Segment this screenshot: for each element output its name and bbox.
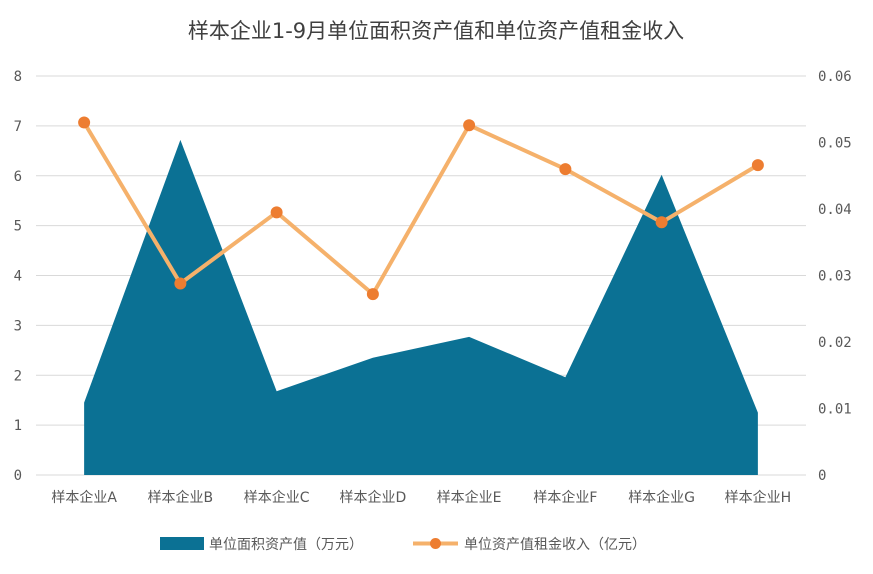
category-label: 样本企业C (244, 489, 310, 506)
category-label: 样本企业G (628, 489, 695, 506)
right-y-axis: 0 0.01 0.02 0.03 0.04 0.05 0.06 (818, 69, 852, 484)
line-point (655, 216, 668, 229)
left-tick-label: 6 (14, 169, 22, 185)
left-tick-label: 0 (14, 468, 22, 484)
right-tick-label: 0.01 (818, 402, 852, 418)
x-axis: 样本企业A 样本企业B 样本企业C 样本企业D 样本企业E 样本企业F 样本企业G 样本企业H (51, 489, 791, 506)
right-tick-label: 0.03 (818, 269, 852, 285)
left-tick-label: 5 (14, 219, 22, 235)
line-series-layer (78, 116, 764, 301)
legend-label-area: 单位面积资产值（万元） (209, 537, 363, 553)
left-tick-label: 3 (14, 318, 22, 334)
area-series (84, 139, 758, 475)
right-tick-label: 0.02 (818, 335, 852, 351)
area-series-layer (84, 139, 758, 475)
line-point (751, 159, 764, 172)
line-point (174, 277, 187, 290)
category-label: 样本企业A (51, 489, 117, 506)
legend-swatch-area (160, 537, 204, 550)
left-tick-label: 4 (14, 269, 22, 285)
right-tick-label: 0.06 (818, 69, 852, 85)
right-tick-label: 0.05 (818, 136, 852, 152)
chart-title: 样本企业1-9月单位面积资产值和单位资产值租金收入 (188, 19, 684, 43)
left-y-axis: 0 1 2 3 4 5 6 7 8 (14, 69, 22, 484)
legend-label-line: 单位资产值租金收入（亿元） (464, 537, 646, 553)
category-label: 样本企业D (339, 489, 406, 506)
category-label: 样本企业F (533, 489, 597, 506)
category-label: 样本企业E (437, 489, 502, 506)
left-tick-label: 7 (14, 119, 22, 135)
line-point (78, 116, 91, 129)
right-tick-label: 0.04 (818, 202, 852, 218)
line-series (82, 121, 759, 297)
left-tick-label: 1 (14, 418, 22, 434)
legend-swatch-marker (430, 538, 441, 549)
line-point (463, 119, 476, 132)
right-tick-label: 0 (818, 468, 826, 484)
left-tick-label: 2 (14, 368, 22, 384)
line-point (270, 206, 283, 219)
category-label: 样本企业H (725, 489, 792, 506)
left-tick-label: 8 (14, 69, 22, 85)
line-point (559, 163, 572, 176)
line-point (366, 288, 379, 301)
category-label: 样本企业B (148, 489, 214, 506)
legend: 单位面积资产值（万元） 单位资产值租金收入（亿元） (160, 537, 646, 553)
